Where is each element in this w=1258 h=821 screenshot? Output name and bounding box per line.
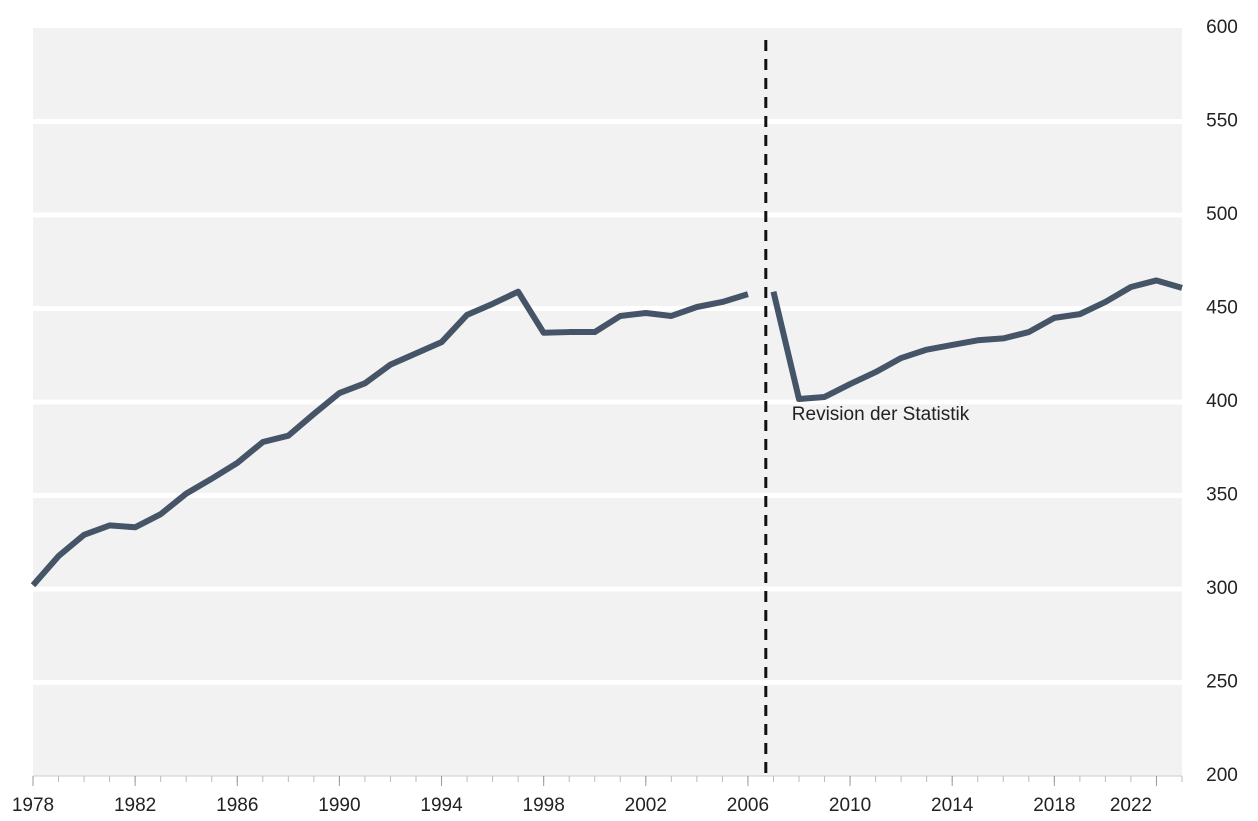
y-tick-label: 400 [1206, 391, 1238, 412]
x-tick-label: 1982 [114, 795, 156, 816]
line-series [30, 288, 749, 588]
x-tick-label: 2006 [727, 795, 769, 816]
x-tick-label: 2010 [829, 795, 871, 816]
x-tick-label: 1994 [420, 795, 463, 816]
x-tick-label: 2014 [931, 795, 974, 816]
y-tick-label: 450 [1206, 298, 1238, 319]
x-tick-label: 1986 [216, 795, 258, 816]
y-tick-label: 350 [1206, 485, 1238, 506]
x-tick-label: 1990 [318, 795, 360, 816]
y-tick-label: 600 [1206, 17, 1238, 38]
x-tick-label: 1998 [523, 795, 565, 816]
y-tick-label: 200 [1206, 765, 1238, 786]
x-tick-label: 2018 [1033, 795, 1075, 816]
line-series [770, 277, 1183, 403]
x-tick-label: 2022 [1110, 795, 1152, 816]
annotation: Revision der Statistik [792, 404, 970, 425]
y-tick-label: 250 [1206, 672, 1238, 693]
y-tick-label: 550 [1206, 111, 1238, 132]
y-tick-label: 500 [1206, 204, 1238, 225]
x-tick-label: 1978 [12, 795, 54, 816]
x-tick-label: 2002 [625, 795, 667, 816]
y-tick-label: 300 [1206, 578, 1238, 599]
